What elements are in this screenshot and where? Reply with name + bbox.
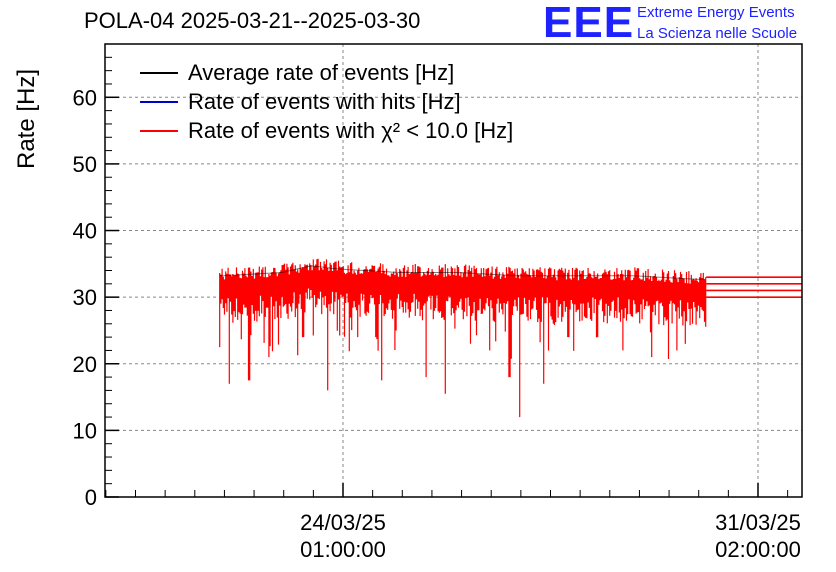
y-tick-label: 0	[85, 485, 97, 510]
legend: Average rate of events [Hz] Rate of even…	[140, 58, 513, 145]
eee-logo: EEE	[543, 0, 635, 47]
x-tick-label-date: 24/03/25	[300, 510, 386, 535]
legend-item-average: Average rate of events [Hz]	[140, 58, 513, 87]
legend-label-hits: Rate of events with hits [Hz]	[188, 88, 461, 114]
chart-title: POLA-04 2025-03-21--2025-03-30	[84, 8, 421, 33]
y-axis-label: Rate [Hz]	[13, 68, 40, 169]
y-tick-label: 30	[73, 285, 97, 310]
x-tick-label-time: 01:00:00	[300, 537, 386, 562]
y-tick-label: 40	[73, 219, 97, 244]
data-series-layer	[219, 258, 802, 418]
y-tick-label: 60	[73, 85, 97, 110]
legend-item-hits: Rate of events with hits [Hz]	[140, 87, 513, 116]
x-tick-label-time: 02:00:00	[715, 537, 801, 562]
legend-swatch-blue	[140, 100, 178, 103]
x-tick-label-date: 31/03/25	[715, 510, 801, 535]
series-average-rate	[219, 265, 704, 280]
y-tick-label: 50	[73, 152, 97, 177]
y-tick-label: 10	[73, 418, 97, 443]
series-chi2-rate	[219, 258, 707, 418]
legend-item-chi2: Rate of events with χ² < 10.0 [Hz]	[140, 116, 513, 145]
legend-label-chi2: Rate of events with χ² < 10.0 [Hz]	[188, 117, 514, 143]
legend-swatch-red	[140, 129, 178, 132]
logo-text-line1: Extreme Energy Events	[637, 4, 795, 21]
logo-text-line2: La Scienza nelle Scuole	[637, 25, 798, 42]
y-tick-label: 20	[73, 352, 97, 377]
legend-label-average: Average rate of events [Hz]	[188, 59, 455, 85]
legend-swatch-black	[140, 71, 178, 74]
